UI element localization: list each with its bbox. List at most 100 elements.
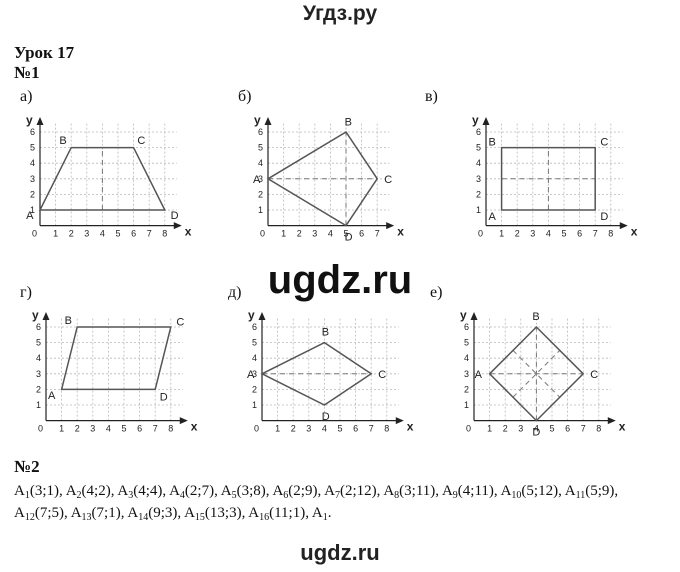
tick-label: 7 xyxy=(375,229,380,239)
tick-label: 0 xyxy=(38,424,43,434)
dashed-line xyxy=(512,350,561,398)
tick-label: 2 xyxy=(464,384,469,394)
y-axis-label: y xyxy=(472,113,479,127)
tick-label: 1 xyxy=(275,424,280,434)
tick-label: 3 xyxy=(312,229,317,239)
quadrilateral xyxy=(38,146,167,211)
tick-label: 5 xyxy=(30,143,35,153)
point-item: A16(11;1), xyxy=(248,505,312,523)
site-title: Угдз.ру xyxy=(302,2,378,25)
y-arrow xyxy=(258,312,266,320)
tick-label: 2 xyxy=(503,424,508,434)
panel-b-label: б) xyxy=(238,88,252,105)
lesson-title: Урок 17 xyxy=(14,43,75,62)
tick-label: 2 xyxy=(515,229,520,239)
tick-label: 4 xyxy=(322,424,327,434)
vertex-label: B xyxy=(322,327,329,339)
x-arrow xyxy=(386,222,395,230)
tick-label: 2 xyxy=(291,424,296,434)
task-2-label: №2 xyxy=(14,457,40,476)
point-item: A11(5;9), xyxy=(564,483,619,501)
tick-label: 7 xyxy=(581,424,586,434)
point-item: A5(3;8), xyxy=(220,483,273,501)
tick-label: 2 xyxy=(476,189,481,199)
vertex-label: C xyxy=(600,136,608,148)
tick-label: 5 xyxy=(121,424,126,434)
x-axis-label: x xyxy=(619,420,626,434)
tick-label: 8 xyxy=(168,424,173,434)
y-arrow xyxy=(264,116,272,125)
tick-label: 6 xyxy=(577,229,582,239)
y-arrow xyxy=(482,117,490,125)
x-axis-label: x xyxy=(185,225,192,239)
tick-label: 1 xyxy=(499,229,504,239)
y-axis-label: y xyxy=(460,308,467,322)
y-axis-label: y xyxy=(32,308,39,322)
tick-label: 2 xyxy=(69,229,74,239)
tick-label: 3 xyxy=(30,174,35,184)
panel-d-label: д) xyxy=(228,284,242,301)
tick-label: 6 xyxy=(353,424,358,434)
panel-g-label: г) xyxy=(20,284,32,301)
point-item: A2(4;2), xyxy=(65,483,118,501)
tick-label: 7 xyxy=(593,229,598,239)
tick-label: 2 xyxy=(252,384,257,394)
x-arrow xyxy=(179,417,188,425)
tick-label: 4 xyxy=(328,229,333,239)
point-item: A7(2;12), xyxy=(324,483,384,501)
tick-label: 8 xyxy=(384,424,389,434)
vertex-label: B xyxy=(59,135,66,147)
vertex-label: D xyxy=(171,210,179,222)
vertex-label: D xyxy=(160,391,168,403)
quadrilateral xyxy=(260,341,373,406)
tick-label: 8 xyxy=(608,229,613,239)
point-item: A10(5;12), xyxy=(500,483,565,501)
quadrilateral xyxy=(500,146,596,211)
vertex-label: C xyxy=(137,135,145,147)
vertex-label: D xyxy=(345,231,353,243)
panel-e-label: е) xyxy=(430,284,443,301)
quadrilateral xyxy=(488,325,585,422)
tick-label: 1 xyxy=(464,400,469,410)
tick-label: 6 xyxy=(476,127,481,137)
tick-label: 6 xyxy=(252,322,257,332)
tick-label: 5 xyxy=(549,424,554,434)
point-item: A8(3;11), xyxy=(383,483,442,501)
point-item-end: A1. xyxy=(311,505,332,523)
point-item: A6(2;9), xyxy=(272,483,325,501)
tick-label: 6 xyxy=(30,127,35,137)
tick-label: 4 xyxy=(258,158,263,168)
tick-label: 2 xyxy=(258,189,263,199)
y-axis-label: y xyxy=(254,113,261,127)
y-arrow xyxy=(36,117,44,125)
vertex-label: C xyxy=(378,369,386,381)
vertex-label: C xyxy=(590,369,598,381)
tick-label: 4 xyxy=(30,158,35,168)
tick-label: 4 xyxy=(534,424,539,434)
tick-label: 8 xyxy=(162,229,167,239)
point-item: A13(7;1), xyxy=(70,505,128,523)
tick-label: 5 xyxy=(464,338,469,348)
quadrilateral xyxy=(60,326,172,391)
vertex-label: B xyxy=(488,136,495,148)
tick-label: 3 xyxy=(90,424,95,434)
tick-label: 0 xyxy=(260,229,265,239)
x-arrow xyxy=(173,222,182,230)
tick-label: 6 xyxy=(137,424,142,434)
point-item: A3(4;4), xyxy=(117,483,170,501)
tick-label: 6 xyxy=(359,229,364,239)
y-axis-label: y xyxy=(248,308,255,322)
tick-label: 4 xyxy=(546,229,551,239)
vertex-label: A xyxy=(48,390,56,402)
vertex-label: A xyxy=(26,210,34,222)
tick-label: 3 xyxy=(476,174,481,184)
point-item: A9(4;11), xyxy=(441,483,501,501)
tick-label: 1 xyxy=(258,205,263,215)
